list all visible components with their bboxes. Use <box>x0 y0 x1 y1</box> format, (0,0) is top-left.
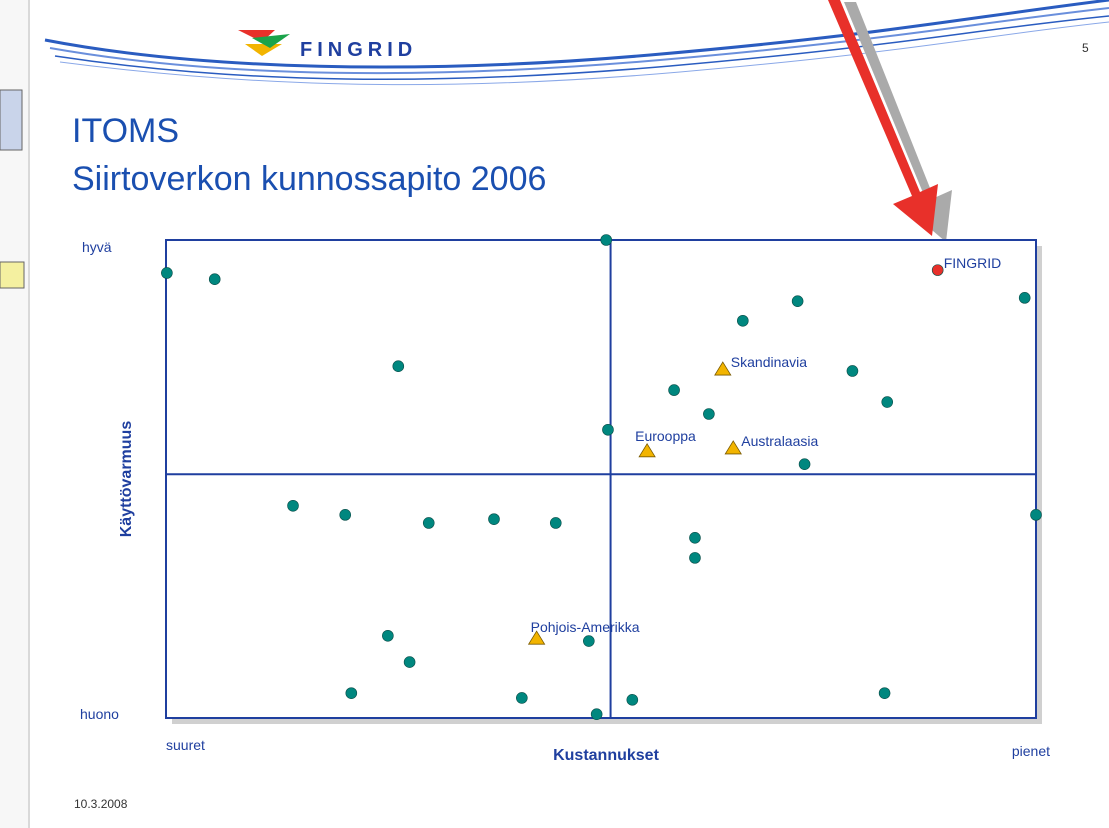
point <box>1030 509 1042 521</box>
point <box>626 694 639 706</box>
point <box>689 552 701 564</box>
point <box>392 360 405 372</box>
point-label: Australaasia <box>741 433 818 449</box>
point <box>516 692 528 704</box>
x-end-label: pienet <box>1012 743 1050 759</box>
side-fragment <box>0 89 23 151</box>
point-label: FINGRID <box>944 255 1002 271</box>
point <box>208 273 221 285</box>
point <box>791 295 804 307</box>
arrow <box>828 0 952 242</box>
point <box>1018 292 1031 304</box>
x-end-label: suuret <box>166 737 205 753</box>
point <box>931 264 944 276</box>
page-number: 5 <box>1082 41 1089 55</box>
y-end-label: huono <box>80 706 119 722</box>
triangle-point <box>714 361 732 376</box>
point <box>161 267 173 279</box>
point <box>798 458 811 470</box>
footer-date: 10.3.2008 <box>74 797 128 811</box>
point <box>345 687 358 699</box>
triangle-point <box>527 630 546 645</box>
x-axis-label: Kustannukset <box>553 747 659 764</box>
point <box>878 687 891 699</box>
plot: hyvä huono suuret pienet Kustannukset Käyttöv… <box>80 234 1050 764</box>
point-label: Pohjois-Amerikka <box>531 619 640 635</box>
point <box>668 384 680 396</box>
title: Siirtoverkon kunnossapito 2006 <box>72 160 546 198</box>
point <box>590 708 603 720</box>
point-label: Eurooppa <box>635 428 696 444</box>
point <box>689 531 701 544</box>
point <box>602 423 614 436</box>
point <box>846 365 859 377</box>
point <box>287 499 299 512</box>
point-label: Skandinavia <box>731 354 807 370</box>
logo-text: FINGRID <box>300 39 417 61</box>
y-axis-label: Käyttövarmuus <box>118 421 135 538</box>
title: ITOMS <box>72 112 179 150</box>
header-waves <box>44 0 1109 86</box>
point <box>600 234 613 246</box>
point <box>703 408 715 420</box>
plot-frame <box>165 239 1037 719</box>
logo-mark <box>238 30 290 56</box>
point <box>737 314 749 327</box>
side-fragment <box>0 261 25 289</box>
y-end-label: hyvä <box>82 239 112 255</box>
point <box>549 517 562 529</box>
point <box>339 509 352 521</box>
point <box>422 517 435 529</box>
point <box>488 513 500 525</box>
triangle-point <box>724 440 742 455</box>
point <box>881 396 894 408</box>
point <box>403 656 416 668</box>
triangle-point <box>638 443 656 458</box>
point <box>382 629 394 642</box>
point <box>583 635 595 647</box>
